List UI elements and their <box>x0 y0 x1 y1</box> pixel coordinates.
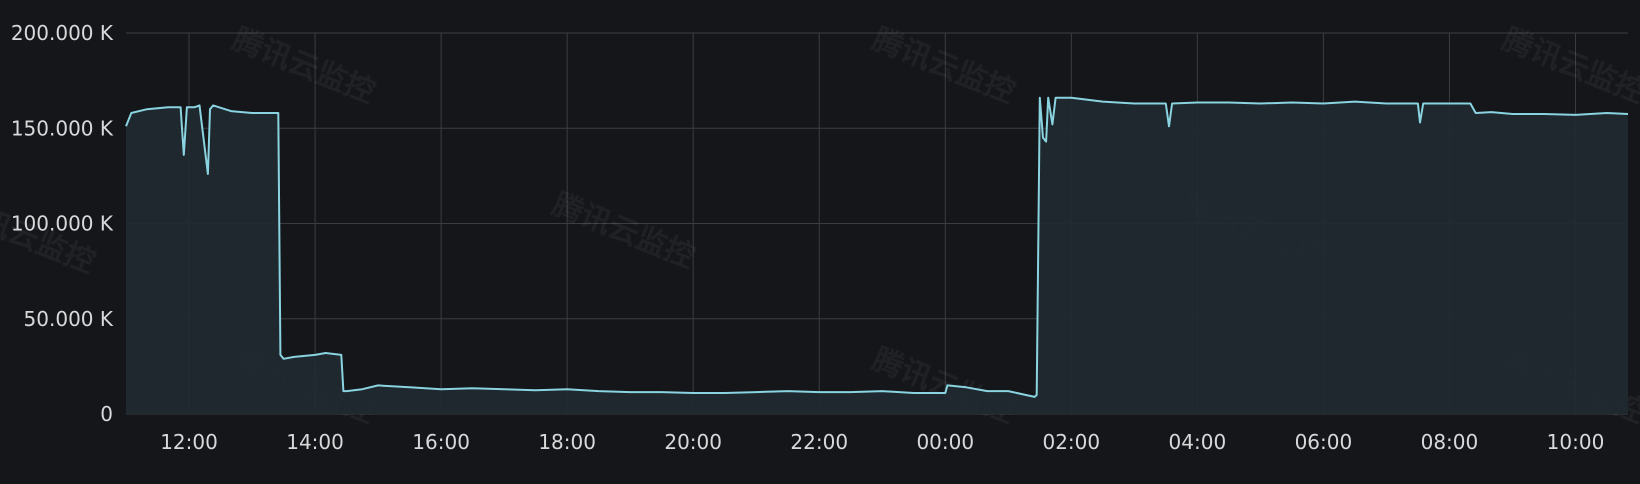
y-tick-label: 50.000 K <box>24 307 114 331</box>
series-area-fill <box>126 97 1628 415</box>
x-tick-label: 00:00 <box>916 430 974 454</box>
x-tick-label: 18:00 <box>538 430 596 454</box>
x-tick-label: 14:00 <box>286 430 344 454</box>
watermark-text: 腾讯云监控 <box>867 342 1019 431</box>
x-tick-label: 20:00 <box>664 430 722 454</box>
x-tick-label: 12:00 <box>160 430 218 454</box>
x-axis-tick-labels: 12:00 14:00 16:00 18:00 20:00 22:00 00:00 02:00… <box>160 430 1604 454</box>
x-tick-label: 22:00 <box>790 430 848 454</box>
x-tick-label: 08:00 <box>1421 430 1479 454</box>
watermark-text: 腾讯云监控 <box>867 22 1019 111</box>
x-tick-label: 06:00 <box>1295 430 1353 454</box>
watermark-text: 腾讯云监控 <box>227 22 379 111</box>
watermark-text: 腾讯云监控 <box>0 192 100 281</box>
watermark-text: 腾讯云监控 <box>1497 22 1640 111</box>
y-axis-tick-labels: 0 50.000 K 100.000 K 150.000 K 200.000 K <box>11 21 114 426</box>
y-tick-label: 200.000 K <box>11 21 114 45</box>
y-tick-label: 0 <box>100 402 113 426</box>
x-tick-label: 02:00 <box>1042 430 1100 454</box>
series-line <box>125 96 1629 398</box>
x-tick-label: 04:00 <box>1169 430 1227 454</box>
x-tick-label: 16:00 <box>412 430 470 454</box>
x-tick-label: 10:00 <box>1547 430 1605 454</box>
y-tick-label: 100.000 K <box>11 212 114 236</box>
y-tick-label: 150.000 K <box>11 116 114 140</box>
watermark-text: 腾讯云监控 <box>547 187 699 276</box>
